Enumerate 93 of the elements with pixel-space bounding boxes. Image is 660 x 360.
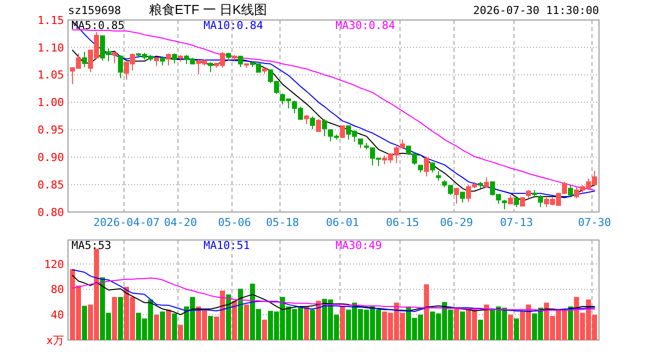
bar	[316, 300, 321, 340]
text: MA10:0.84	[204, 19, 264, 32]
candlestick	[262, 67, 267, 74]
candlestick	[418, 164, 423, 174]
bar	[166, 310, 171, 340]
candlestick	[508, 194, 513, 205]
y-tick-label: 80	[50, 283, 64, 296]
text: MA30:49	[336, 239, 382, 252]
y-tick-label: 120	[44, 258, 64, 271]
bar	[262, 320, 267, 340]
y-tick-label: 40	[50, 308, 64, 322]
x-tick-label: 06-01	[326, 216, 360, 229]
candlestick	[208, 62, 213, 73]
bar	[478, 320, 483, 340]
candlestick	[310, 116, 315, 130]
bar	[208, 316, 213, 340]
bar	[238, 288, 243, 340]
bar	[226, 294, 231, 340]
text: MA30:0.84	[336, 19, 396, 32]
chart-title: 粮食ETF 一 日K线图	[148, 2, 268, 17]
candlestick	[454, 188, 459, 204]
y-tick-label: 1.15	[38, 14, 64, 27]
bar	[172, 313, 177, 340]
candlestick	[532, 190, 537, 198]
bar	[154, 314, 159, 340]
candlestick	[166, 52, 171, 66]
x-tick-label: 06-29	[440, 216, 474, 229]
text: 2026-07-30 11:30:00	[473, 4, 599, 17]
candlestick	[424, 156, 429, 177]
candlestick	[358, 138, 363, 148]
bar	[340, 306, 345, 340]
candlestick	[172, 52, 177, 64]
candlestick	[478, 181, 483, 189]
candlestick	[436, 170, 441, 182]
candlestick	[82, 51, 87, 68]
y-tick-label: x万	[46, 334, 64, 347]
bar	[304, 306, 309, 340]
candlestick	[304, 114, 309, 125]
x-tick-label: 07-30	[578, 216, 612, 229]
line-series	[72, 50, 595, 202]
candlestick	[244, 62, 249, 68]
candlestick	[484, 176, 489, 188]
y-tick-label: 0.95	[38, 124, 64, 137]
candlestick	[502, 199, 507, 210]
x-tick-label: 2026-04-07	[93, 216, 160, 229]
x-tick-label: 07-13	[500, 216, 534, 229]
candlestick	[526, 190, 531, 198]
bar	[112, 296, 117, 340]
text: MA10:51	[204, 239, 250, 252]
bar	[508, 314, 513, 340]
y-tick-label: 1.05	[38, 68, 64, 82]
candlestick	[112, 51, 117, 64]
bar	[460, 312, 465, 340]
x-tick-label: 05-18	[266, 216, 300, 229]
candlestick	[430, 162, 435, 174]
y-tick-label: 1.00	[38, 96, 64, 110]
candlestick	[568, 184, 573, 198]
bar	[484, 304, 489, 340]
candlestick	[232, 54, 237, 62]
bar	[244, 304, 249, 340]
candlestick	[160, 56, 165, 66]
bar	[514, 318, 519, 340]
bar	[82, 306, 87, 340]
chart-subtitle: sz159698	[68, 4, 121, 17]
candlestick	[226, 52, 231, 60]
bar	[178, 324, 183, 340]
x-tick-label: 06-15	[386, 216, 420, 229]
x-tick-label: 05-06	[218, 216, 252, 229]
candlestick	[538, 194, 543, 208]
bar	[160, 312, 165, 340]
y-tick-label: 0.85	[38, 178, 64, 192]
x-tick-label: 04-20	[164, 216, 198, 229]
bar	[568, 306, 573, 340]
candlestick	[520, 197, 525, 206]
candlestick	[322, 118, 327, 137]
candlestick	[238, 56, 243, 68]
bar	[118, 296, 123, 340]
y-tick-label: 1.10	[38, 41, 64, 54]
candlestick	[460, 192, 465, 204]
bar	[454, 308, 459, 340]
candlestick	[514, 198, 519, 208]
candlestick	[340, 124, 345, 138]
text: MA5:53	[72, 239, 112, 252]
candlestick	[178, 54, 183, 62]
bar	[424, 284, 429, 340]
candlestick	[316, 118, 321, 132]
candlestick	[118, 54, 123, 79]
y-tick-label: 0.90	[38, 150, 64, 164]
y-tick-label: 0.80	[38, 206, 64, 219]
bar	[232, 300, 237, 340]
candlestick	[154, 56, 159, 67]
bar	[310, 310, 315, 340]
line-series	[72, 269, 595, 312]
